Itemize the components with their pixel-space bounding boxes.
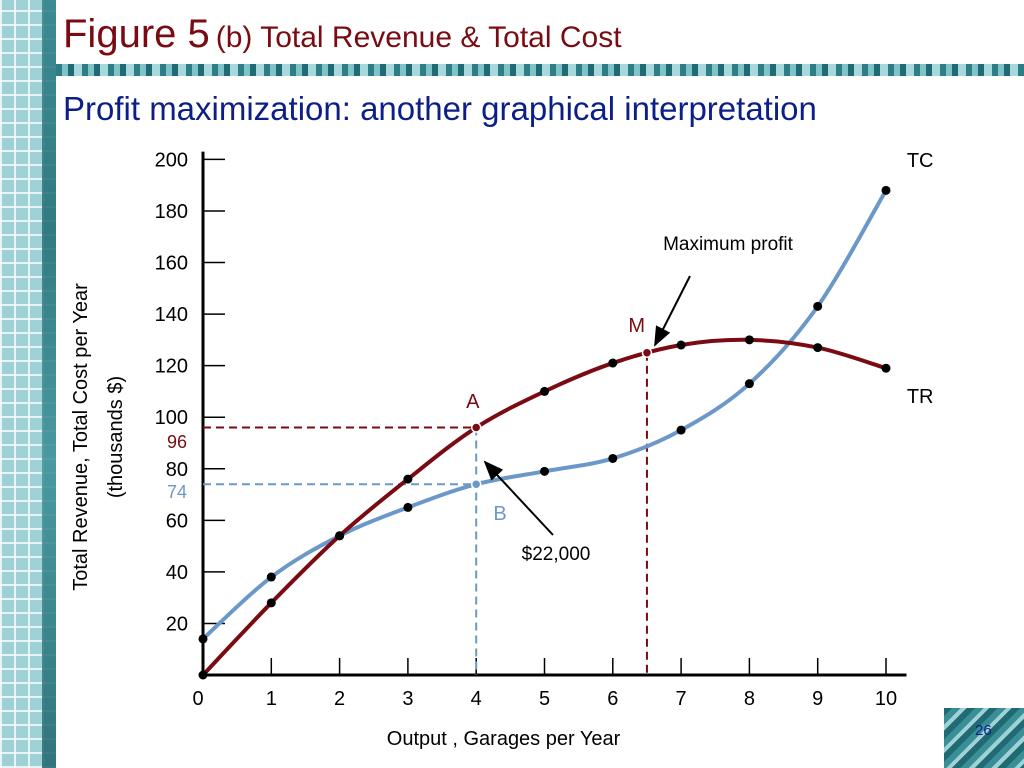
tr-point (744, 335, 754, 345)
tc-label: TC (907, 150, 934, 172)
tc-point (266, 572, 276, 582)
y-tick-label: 120 (155, 356, 188, 378)
slide-title: Figure 5 (b) Total Revenue & Total Cost (63, 12, 622, 57)
tr-point (335, 531, 345, 541)
y-tick-label: 200 (155, 149, 188, 171)
tr-point (540, 386, 549, 396)
y-tick-label: 140 (155, 304, 188, 326)
point-a-label: A (466, 391, 480, 413)
tr-point (198, 670, 208, 680)
tr-point (881, 363, 891, 373)
y-tick-label: 160 (155, 253, 188, 275)
x-tick-label: 7 (676, 688, 687, 710)
tr-point (676, 340, 686, 350)
y-tick-label: 20 (166, 613, 188, 635)
ref-96-label: 96 (167, 432, 187, 452)
tr-point (608, 358, 618, 368)
max-profit-arrow (654, 275, 691, 347)
title-sub: (b) Total Revenue & Total Cost (215, 21, 622, 54)
point-m-label: M (628, 315, 645, 337)
gap-label: $22,000 (522, 544, 591, 565)
point-b-marker (470, 478, 482, 490)
point-m-marker (641, 347, 653, 358)
slide-decorative-corner (944, 708, 1024, 768)
x-tick-label: 2 (334, 688, 345, 710)
tr-label: TR (907, 386, 934, 408)
gap-arrow (483, 460, 554, 536)
tc-point (813, 301, 823, 311)
max-profit-label: Maximum profit (663, 234, 794, 255)
tc-point (881, 185, 891, 195)
tc-point (676, 425, 686, 435)
x-tick-label: 3 (402, 688, 413, 710)
slide-subtitle: Profit maximization: another graphical i… (63, 90, 817, 127)
tc-point (198, 634, 208, 644)
x-tick-label: 10 (875, 688, 897, 710)
x-tick-label: 9 (812, 688, 823, 710)
tc-point (540, 466, 549, 476)
x-tick-label: 5 (539, 688, 550, 710)
x-tick-label: 1 (266, 688, 277, 710)
tc-point (744, 379, 754, 389)
title-main: Figure 5 (63, 12, 210, 56)
y-tick-label: 80 (166, 459, 188, 481)
tc-point (608, 453, 618, 463)
ref-74-label: 74 (167, 482, 187, 502)
tc-curve (201, 189, 888, 641)
x-tick-label: 4 (471, 688, 482, 710)
y-axis-label-units: (thousands $) (105, 376, 127, 498)
page-number: 26 (975, 722, 992, 739)
y-tick-label: 180 (155, 201, 188, 223)
point-b-label: B (493, 503, 506, 525)
y-tick-label: 100 (155, 407, 188, 429)
x-axis-label: Output , Garages per Year (387, 728, 621, 750)
tr-point (813, 343, 823, 353)
y-axis-label: Total Revenue, Total Cost per Year (70, 283, 92, 591)
tc-point (403, 502, 413, 512)
tr-curve (201, 337, 887, 677)
slide-decorative-band (56, 64, 1024, 76)
x-tick-label: 8 (744, 688, 755, 710)
y-tick-label: 60 (166, 510, 188, 532)
slide-decorative-strip (0, 0, 56, 768)
y-tick-label: 40 (166, 562, 188, 584)
x-tick-label: 0 (192, 688, 203, 710)
x-tick-label: 6 (607, 688, 618, 710)
tr-point (266, 598, 276, 608)
tr-point (403, 474, 413, 484)
point-a-marker (470, 422, 482, 433)
